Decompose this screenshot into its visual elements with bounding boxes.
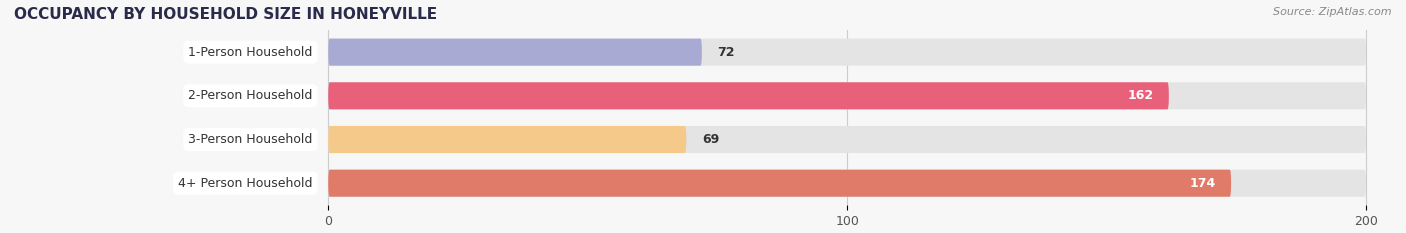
FancyBboxPatch shape	[328, 170, 1232, 197]
Text: 162: 162	[1128, 89, 1153, 102]
Text: 2-Person Household: 2-Person Household	[188, 89, 312, 102]
FancyBboxPatch shape	[328, 39, 1367, 66]
Text: OCCUPANCY BY HOUSEHOLD SIZE IN HONEYVILLE: OCCUPANCY BY HOUSEHOLD SIZE IN HONEYVILL…	[14, 7, 437, 22]
FancyBboxPatch shape	[328, 82, 1168, 109]
FancyBboxPatch shape	[328, 82, 1367, 109]
Text: Source: ZipAtlas.com: Source: ZipAtlas.com	[1274, 7, 1392, 17]
FancyBboxPatch shape	[328, 39, 702, 66]
FancyBboxPatch shape	[328, 170, 1367, 197]
Text: 174: 174	[1189, 177, 1216, 190]
FancyBboxPatch shape	[328, 126, 686, 153]
Text: 4+ Person Household: 4+ Person Household	[179, 177, 312, 190]
Text: 72: 72	[717, 46, 735, 59]
FancyBboxPatch shape	[328, 126, 1367, 153]
Text: 69: 69	[702, 133, 718, 146]
Text: 1-Person Household: 1-Person Household	[188, 46, 312, 59]
Text: 3-Person Household: 3-Person Household	[188, 133, 312, 146]
